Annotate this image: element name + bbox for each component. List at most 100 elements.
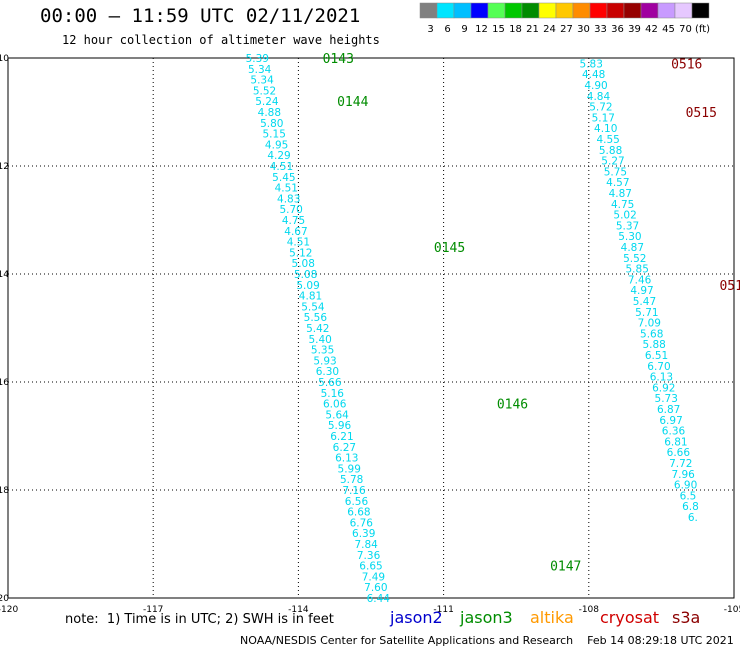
swh-value-track-b: 6.36 [662, 426, 686, 438]
swh-value-track-b: 4.87 [609, 188, 632, 200]
sat-cryosat: cryosat [600, 608, 660, 627]
swh-value-track-b: 4.84 [587, 91, 611, 103]
swh-value-track-a: 5.54 [301, 301, 325, 313]
sat-jason3: jason3 [460, 608, 513, 627]
pass-label: 0146 [497, 398, 528, 413]
legend-label: 45 [662, 24, 675, 35]
swh-value-track-b: 6.51 [645, 350, 668, 362]
lat-tick-label: -10 [0, 54, 9, 64]
swh-value-track-a: 5.64 [325, 409, 349, 421]
swh-value-track-a: 6.27 [333, 442, 356, 454]
legend-label: 42 [645, 24, 658, 35]
swh-value-track-a: 5.34 [248, 64, 272, 76]
swh-value-track-b: 5.73 [655, 393, 678, 405]
swh-value-track-a: 5.40 [308, 334, 331, 346]
lon-tick-label: -117 [143, 605, 163, 615]
swh-value-track-a: 6.44 [367, 593, 391, 605]
swh-value-track-a: 6.30 [316, 366, 339, 378]
swh-value-track-b: 6.66 [667, 447, 691, 459]
map-plot: -120 -117 -114 -111 -108 -105 -10 -12 -14 -16 -18 -… [0, 52, 740, 615]
swh-value-track-b: 6.8 [682, 501, 699, 513]
swh-value-track-b: 4.57 [606, 177, 629, 189]
swh-value-track-a: 5.45 [272, 172, 295, 184]
swh-value-track-b: 5.83 [580, 58, 603, 70]
lat-tick-label: -20 [0, 594, 9, 604]
lon-tick-label: -120 [0, 605, 18, 615]
map-frame [7, 57, 735, 599]
swh-value-track-b: 4.48 [582, 69, 605, 81]
swh-value-track-b: 5.88 [599, 145, 622, 157]
swh-value-track-a: 4.83 [277, 193, 300, 205]
swh-value-track-a: 5.09 [296, 280, 319, 292]
swh-value-track-a: 4.51 [275, 183, 298, 195]
swh-value-track-b: 6.70 [647, 361, 670, 373]
footer-note: note: 1) Time is in UTC; 2) SWH is in fe… [65, 612, 334, 627]
swh-value-track-b: 5.71 [635, 307, 658, 319]
legend-label: 6 [444, 24, 450, 35]
lat-tick-label: -18 [0, 486, 9, 496]
swh-value-track-a: 6.21 [330, 431, 353, 443]
swh-value-track-a: 6.76 [350, 517, 374, 529]
legend-label: 27 [560, 24, 573, 35]
swh-value-track-a: 5.42 [306, 323, 329, 335]
swh-value-track-b: 6.90 [674, 480, 697, 492]
swh-value-track-b: 5.37 [616, 220, 639, 232]
pass-label: 0516 [671, 57, 702, 72]
swh-value-track-a: 5.08 [294, 269, 317, 281]
swh-value-track-a: 5.16 [321, 388, 345, 400]
pass-label: 0147 [550, 560, 581, 575]
swh-value-track-a: 6.68 [347, 507, 370, 519]
lon-tick-label: -114 [288, 605, 309, 615]
swh-value-track-a: 6.06 [323, 399, 347, 411]
swh-value-track-a: 4.51 [270, 161, 293, 173]
lon-tick-label: -111 [433, 605, 453, 615]
page-subtitle: 12 hour collection of altimeter wave hei… [62, 33, 380, 47]
pass-label: 0144 [337, 95, 368, 110]
swh-value-track-a: 6.65 [359, 561, 382, 573]
pass-label: 0515 [686, 106, 717, 121]
swh-value-track-b: 5.88 [642, 339, 665, 351]
swh-value-track-b: 4.10 [594, 123, 617, 135]
legend-unit: (ft) [695, 24, 710, 35]
swh-value-track-a: 4.51 [287, 237, 310, 249]
swh-value-track-a: 7.84 [354, 539, 378, 551]
swh-value-track-a: 5.52 [253, 85, 276, 97]
swh-value-track-b: 6.81 [664, 436, 687, 448]
swh-value-track-a: 5.56 [304, 312, 328, 324]
sat-s3a: s3a [672, 608, 701, 627]
swh-value-track-b: 4.75 [611, 199, 634, 211]
swh-value-track-a: 5.35 [311, 345, 334, 357]
lat-tick-label: -14 [0, 270, 9, 280]
swh-value-track-b: 6.13 [650, 372, 673, 384]
legend-label: 15 [492, 24, 505, 35]
swh-value-track-a: 5.96 [328, 420, 352, 432]
legend-label: 33 [594, 24, 607, 35]
swh-value-track-b: 4.90 [584, 80, 607, 92]
swh-value-track-a: 5.80 [260, 118, 283, 130]
swh-value-track-a: 4.95 [265, 139, 288, 151]
swh-value-track-a: 4.67 [284, 226, 307, 238]
swh-value-track-b: 7.46 [628, 274, 652, 286]
swh-value-track-a: 7.16 [342, 485, 366, 497]
swh-value-track-b: 4.97 [630, 285, 653, 297]
sat-altika: altika [530, 608, 574, 627]
legend-label: 21 [526, 24, 539, 35]
legend-label: 39 [628, 24, 641, 35]
swh-value-track-b: 5.75 [604, 166, 627, 178]
swh-value-track-b: 5.27 [601, 156, 624, 168]
swh-value-track-b: 5.47 [633, 296, 656, 308]
pass-label: 0143 [323, 52, 354, 67]
swh-value-track-a: 5.70 [279, 204, 302, 216]
swh-value-track-b: 6.87 [657, 404, 680, 416]
swh-value-track-b: 5.17 [592, 112, 615, 124]
swh-value-track-b: 6.97 [659, 415, 682, 427]
legend-label: 30 [577, 24, 590, 35]
swh-value-track-b: 5.72 [589, 102, 612, 114]
swh-value-track-a: 4.88 [258, 107, 281, 119]
swh-value-track-a: 5.08 [292, 258, 315, 270]
legend-label: 36 [611, 24, 624, 35]
swh-value-track-a: 6.56 [345, 496, 369, 508]
swh-value-track-a: 7.36 [357, 550, 381, 562]
swh-value-track-b: 6.92 [652, 382, 675, 394]
